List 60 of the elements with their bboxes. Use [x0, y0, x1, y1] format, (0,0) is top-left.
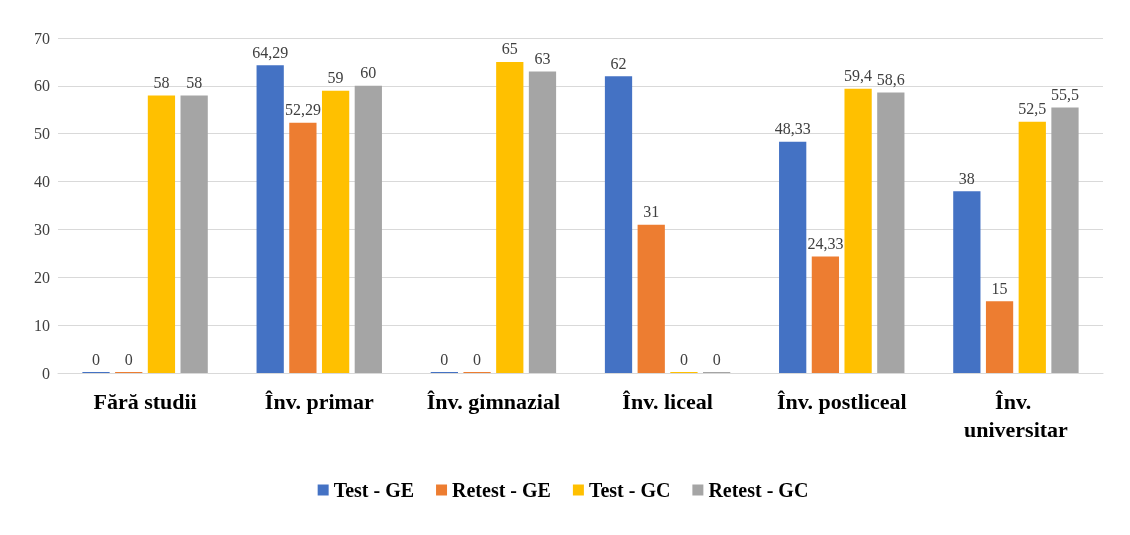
legend-label: Retest - GC [708, 479, 809, 501]
data-label: 0 [679, 350, 688, 368]
y-tick-label: 30 [34, 220, 50, 238]
data-label: 0 [440, 350, 449, 368]
data-label: 31 [643, 203, 660, 221]
bar [637, 224, 665, 373]
bar [528, 71, 557, 373]
bar [985, 301, 1014, 373]
bar [289, 122, 317, 373]
bar [180, 95, 208, 373]
data-label: 38 [958, 169, 975, 187]
x-tick-label: Fără studii [93, 388, 197, 414]
data-label: 52,5 [1018, 100, 1047, 118]
data-label: 58 [153, 73, 170, 91]
data-label: 52,29 [284, 101, 321, 119]
data-label: 62 [610, 54, 627, 72]
bar [1051, 107, 1079, 373]
bar [604, 76, 633, 373]
y-tick-label: 0 [42, 364, 50, 382]
data-label: 60 [360, 64, 377, 82]
x-tick-label: Înv. primar [264, 388, 374, 414]
y-tick-label: 10 [34, 316, 50, 334]
bar [811, 256, 840, 373]
bar [1018, 121, 1046, 373]
data-label: 0 [712, 350, 721, 368]
data-label: 59,4 [844, 67, 873, 85]
bar [496, 61, 524, 373]
bar [953, 191, 981, 373]
data-label: 0 [124, 350, 133, 368]
data-label: 58,6 [876, 71, 905, 89]
x-tick-label: Înv. liceal [622, 388, 713, 414]
data-label: 0 [92, 350, 101, 368]
x-tick-label: Înv. postliceal [776, 388, 907, 414]
bar [877, 92, 905, 373]
data-label: 59 [327, 69, 344, 87]
data-label: 0 [473, 350, 482, 368]
y-tick-label: 60 [34, 77, 50, 95]
legend-label: Retest - GE [452, 479, 551, 501]
data-label: 48,33 [774, 120, 811, 138]
legend-label: Test - GC [588, 479, 671, 501]
bar [779, 141, 807, 373]
x-tick-label: Înv. gimnazial [426, 388, 561, 414]
bar [256, 65, 284, 373]
bar [321, 90, 350, 373]
legend-label: Test - GE [333, 479, 415, 501]
y-tick-label: 20 [34, 268, 50, 286]
bar [354, 85, 382, 373]
data-label: 58 [186, 73, 203, 91]
bar [147, 95, 176, 373]
y-tick-label: 50 [34, 125, 50, 143]
x-tick-label: Înv. universitar [963, 388, 1069, 442]
data-label: 63 [534, 50, 551, 67]
data-label: 15 [991, 279, 1008, 297]
data-label: 55,5 [1050, 85, 1079, 103]
y-tick-label: 70 [34, 29, 50, 47]
data-label: 64,29 [252, 43, 289, 61]
data-label: 65 [501, 40, 518, 58]
data-label: 24,33 [807, 235, 844, 253]
bar [844, 88, 872, 373]
y-tick-label: 40 [34, 173, 50, 191]
